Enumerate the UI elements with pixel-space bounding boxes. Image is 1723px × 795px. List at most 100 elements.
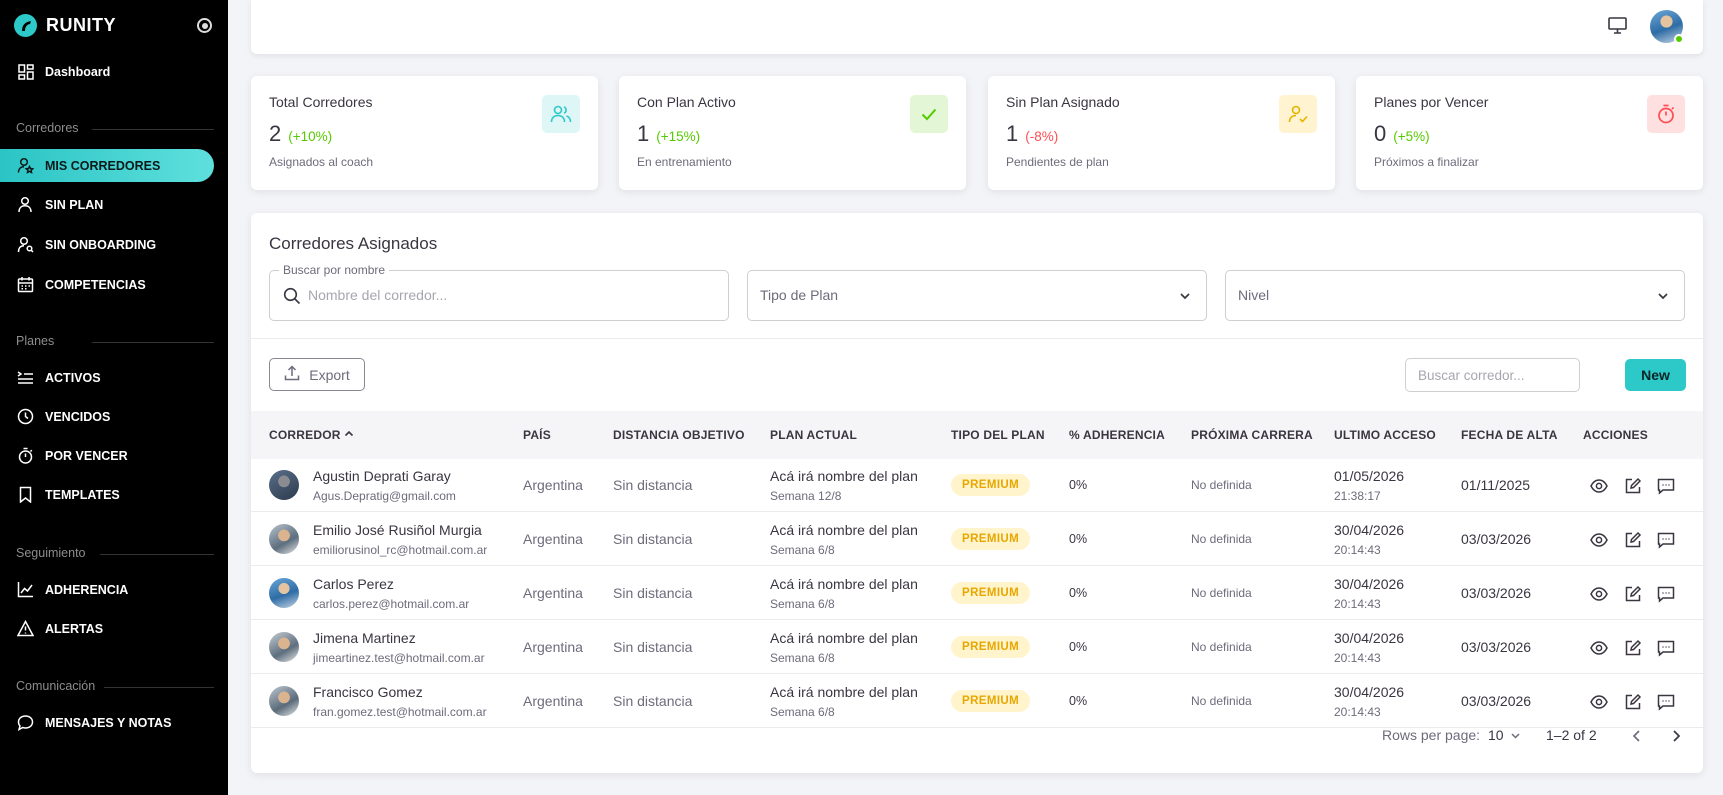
sidebar-item-templates[interactable]: TEMPLATES	[0, 478, 214, 511]
message-icon[interactable]	[1656, 530, 1676, 550]
sidebar-toggle-icon[interactable]	[197, 18, 212, 33]
rows-per-page-label: Rows per page:	[1382, 727, 1481, 743]
table-row[interactable]: Francisco Gomez fran.gomez.test@hotmail.…	[251, 675, 1703, 728]
column-header-acciones: ACCIONES	[1583, 428, 1648, 442]
last-access-time: 21:38:17	[1334, 489, 1381, 503]
select-label: Tipo de Plan	[760, 287, 839, 303]
sidebar-item-competencias[interactable]: COMPETENCIAS	[0, 268, 214, 301]
target-distance: Sin distancia	[613, 477, 693, 493]
tipo-plan-select[interactable]: Tipo de Plan	[747, 270, 1207, 321]
view-eye-icon[interactable]	[1589, 692, 1609, 712]
column-header-proxima-carrera[interactable]: PRÓXIMA CARRERA	[1191, 428, 1313, 442]
runner-name[interactable]: Agustin Deprati Garay	[313, 468, 451, 484]
next-race: No definida	[1191, 640, 1252, 654]
view-eye-icon[interactable]	[1589, 530, 1609, 550]
table-row[interactable]: Emilio José Rusiñol Murgia emiliorusinol…	[251, 513, 1703, 566]
stat-value: 2	[269, 121, 282, 146]
runner-name[interactable]: Francisco Gomez	[313, 684, 423, 700]
sidebar-item-por-vencer[interactable]: POR VENCER	[0, 439, 214, 472]
previous-page-icon[interactable]	[1631, 729, 1643, 746]
stat-subtitle: En entrenamiento	[637, 155, 732, 169]
column-header-corredor[interactable]: CORREDOR	[269, 428, 354, 442]
column-header-pais[interactable]: PAÍS	[523, 428, 551, 442]
sidebar-item-mis-corredores[interactable]: MIS CORREDORES	[0, 149, 214, 182]
stat-subtitle: Próximos a finalizar	[1374, 155, 1479, 169]
table-row[interactable]: Agustin Deprati Garay Agus.Depratig@gmai…	[251, 459, 1703, 512]
plan-type-badge: PREMIUM	[951, 528, 1031, 550]
view-eye-icon[interactable]	[1589, 584, 1609, 604]
sidebar-item-sin-plan[interactable]: SIN PLAN	[0, 188, 214, 221]
new-button[interactable]: New	[1625, 359, 1686, 391]
runner-name[interactable]: Emilio José Rusiñol Murgia	[313, 522, 482, 538]
edit-icon[interactable]	[1623, 692, 1643, 712]
plan-type-badge: PREMIUM	[951, 474, 1031, 496]
column-header-plan-actual[interactable]: PLAN ACTUAL	[770, 428, 858, 442]
sidebar-item-vencidos[interactable]: VENCIDOS	[0, 400, 214, 433]
signup-date: 03/03/2026	[1461, 531, 1532, 547]
section-label-comunicacion: Comunicación	[16, 679, 96, 693]
section-divider	[100, 554, 214, 555]
plan-name: Acá irá nombre del plan	[770, 522, 918, 538]
last-access-time: 20:14:43	[1334, 597, 1381, 611]
list-arrow-icon	[17, 369, 34, 386]
search-input[interactable]: Nombre del corredor...	[308, 287, 448, 303]
table-row[interactable]: Jimena Martinez jimeartinez.test@hotmail…	[251, 621, 1703, 674]
user-search-icon	[17, 236, 34, 253]
edit-icon[interactable]	[1623, 584, 1643, 604]
column-header-tipo-plan[interactable]: TIPO DEL PLAN	[951, 428, 1045, 442]
sidebar-item-sin-onboarding[interactable]: SIN ONBOARDING	[0, 228, 214, 261]
last-access-date: 30/04/2026	[1334, 522, 1405, 538]
column-header-adherencia[interactable]: % ADHERENCIA	[1069, 428, 1165, 442]
view-eye-icon[interactable]	[1589, 638, 1609, 658]
stat-title: Sin Plan Asignado	[1006, 94, 1120, 110]
search-by-name-field[interactable]: Buscar por nombre Nombre del corredor...	[269, 263, 729, 321]
corredores-card: Corredores Asignados Buscar por nombre N…	[251, 213, 1703, 773]
plan-type-badge: PREMIUM	[951, 690, 1031, 712]
column-header-distancia[interactable]: DISTANCIA OBJETIVO	[613, 428, 745, 442]
sidebar-item-activos[interactable]: ACTIVOS	[0, 361, 214, 394]
column-header-ultimo-acceso[interactable]: ULTIMO ACCESO	[1334, 428, 1436, 442]
next-race: No definida	[1191, 586, 1252, 600]
monitor-icon[interactable]	[1608, 17, 1627, 39]
nivel-select[interactable]: Nivel	[1225, 270, 1685, 321]
export-label: Export	[309, 366, 350, 383]
table-row[interactable]: Carlos Perez carlos.perez@hotmail.com.ar…	[251, 567, 1703, 620]
column-header-fecha-alta[interactable]: FECHA DE ALTA	[1461, 428, 1558, 442]
sidebar-item-label: MENSAJES Y NOTAS	[45, 715, 172, 730]
adherence-value: 0%	[1069, 586, 1088, 600]
edit-icon[interactable]	[1623, 530, 1643, 550]
user-check-icon	[1279, 95, 1317, 133]
search-field-label: Buscar por nombre	[279, 263, 390, 277]
upload-icon	[284, 365, 300, 384]
online-status-dot	[1674, 34, 1684, 44]
stat-subtitle: Pendientes de plan	[1006, 155, 1109, 169]
sidebar-item-dashboard[interactable]: Dashboard	[0, 55, 214, 88]
sidebar-item-alertas[interactable]: ALERTAS	[0, 612, 214, 645]
quick-search-input[interactable]: Buscar corredor...	[1405, 358, 1580, 392]
view-eye-icon[interactable]	[1589, 476, 1609, 496]
stat-change: (+5%)	[1393, 129, 1430, 144]
sidebar-item-adherencia[interactable]: ADHERENCIA	[0, 573, 214, 606]
section-divider	[92, 342, 214, 343]
user-avatar[interactable]	[1650, 10, 1684, 44]
brand[interactable]: RUNITY	[14, 14, 116, 37]
rows-per-page-select[interactable]: 10	[1488, 727, 1521, 743]
next-page-icon[interactable]	[1670, 729, 1682, 746]
stat-title: Total Corredores	[269, 94, 373, 110]
export-button[interactable]: Export	[269, 358, 365, 391]
message-icon[interactable]	[1656, 638, 1676, 658]
bookmark-icon	[17, 486, 34, 503]
table-header: CORREDOR PAÍS DISTANCIA OBJETIVO PLAN AC…	[251, 411, 1703, 459]
next-race: No definida	[1191, 532, 1252, 546]
message-icon[interactable]	[1656, 584, 1676, 604]
sidebar-item-label: TEMPLATES	[45, 487, 120, 502]
edit-icon[interactable]	[1623, 476, 1643, 496]
edit-icon[interactable]	[1623, 638, 1643, 658]
runner-name[interactable]: Jimena Martinez	[313, 630, 416, 646]
sidebar-item-mensajes-notas[interactable]: MENSAJES Y NOTAS	[0, 706, 214, 739]
runner-name[interactable]: Carlos Perez	[313, 576, 394, 592]
sort-ascending-icon	[345, 430, 354, 437]
section-label-seguimiento: Seguimiento	[16, 546, 86, 560]
message-icon[interactable]	[1656, 476, 1676, 496]
message-icon[interactable]	[1656, 692, 1676, 712]
